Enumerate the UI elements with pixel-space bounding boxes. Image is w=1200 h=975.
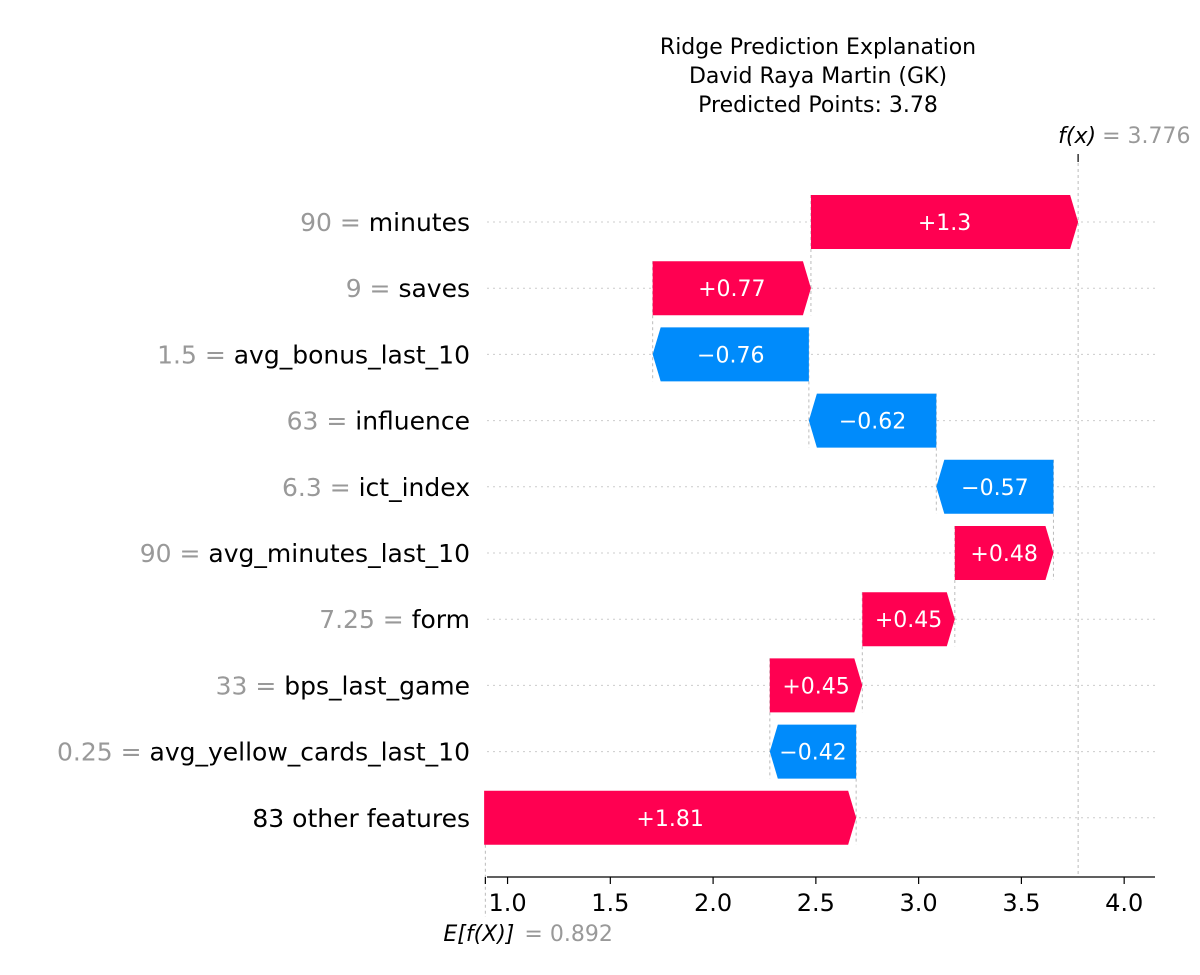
feature-label-0: 90 = minutes <box>300 208 470 237</box>
feature-value-2: 1.5 = <box>157 340 234 369</box>
x-tick-label-0: 1.0 <box>488 889 526 917</box>
feature-value-0: 90 = <box>300 208 369 237</box>
x-axis: f(x) = 3.776 1.0 1.5 2.0 2.5 3.0 3.5 4.0 E[f(X)] =… <box>443 124 1190 947</box>
feature-name-8: avg_yellow_cards_last_10 <box>150 738 471 767</box>
bar-4 <box>936 459 1054 514</box>
title-line-2: Predicted Points: 3.78 <box>698 93 938 118</box>
output-label-name: f(x) <box>1058 124 1096 149</box>
feature-value-5: 90 = <box>140 539 209 568</box>
feature-value-7: 33 = <box>216 671 285 700</box>
base-label: E[f(X)] = 0.892 <box>443 922 612 947</box>
feature-value-8: 0.25 = <box>57 738 150 767</box>
feature-name-5: avg_minutes_last_10 <box>208 539 470 568</box>
feature-name-6: form <box>412 605 470 634</box>
feature-name-4: ict_index <box>359 473 470 502</box>
feature-label-3: 63 = influence <box>287 407 470 436</box>
feature-label-9: 83 other features <box>252 804 470 833</box>
x-tick-label-5: 3.5 <box>1002 889 1040 917</box>
x-tick-label-4: 3.0 <box>900 889 938 917</box>
bar-1 <box>652 261 811 316</box>
feature-name-0: minutes <box>369 208 470 237</box>
feature-label-5: 90 = avg_minutes_last_10 <box>140 539 470 568</box>
output-label: f(x) = 3.776 <box>1058 124 1190 149</box>
bar-label-9: +1.81 <box>636 807 703 832</box>
bar-label-5: +0.48 <box>970 542 1037 567</box>
feature-value-4: 6.3 = <box>282 473 359 502</box>
feature-label-2: 1.5 = avg_bonus_last_10 <box>157 340 470 369</box>
title-line-0: Ridge Prediction Explanation <box>660 35 976 60</box>
base-value: = 0.892 <box>524 922 612 947</box>
feature-name-9: 83 other features <box>252 804 470 833</box>
bar-9 <box>484 790 857 845</box>
feature-label-1: 9 = saves <box>346 274 470 303</box>
feature-label-6: 7.25 = form <box>319 605 470 634</box>
bar-label-1: +0.77 <box>698 277 765 302</box>
bar-2 <box>652 327 809 382</box>
feature-name-2: avg_bonus_last_10 <box>234 340 470 369</box>
bar-label-6: +0.45 <box>875 608 942 633</box>
base-label-name: E[f(X)] <box>443 922 514 947</box>
feature-name-7: bps_last_game <box>284 671 470 700</box>
feature-label-7: 33 = bps_last_game <box>216 671 470 700</box>
bar-7 <box>769 658 863 713</box>
output-value: = 3.776 <box>1102 124 1190 149</box>
feature-label-8: 0.25 = avg_yellow_cards_last_10 <box>57 738 470 767</box>
feature-name-1: saves <box>398 274 470 303</box>
x-tick-label-1: 1.5 <box>591 889 629 917</box>
bar-5 <box>954 526 1054 580</box>
bar-label-8: −0.42 <box>779 741 846 766</box>
bar-3 <box>808 393 937 448</box>
bar-label-3: −0.62 <box>839 410 906 435</box>
contribution-bars: +1.3 +0.77 −0.76 −0.62 −0.57 +0.48 +0.45 +0.45 −… <box>484 195 1079 845</box>
feature-label-4: 6.3 = ict_index <box>282 473 470 502</box>
bar-label-2: −0.76 <box>697 343 764 368</box>
x-tick-label-6: 4.0 <box>1105 889 1143 917</box>
bar-label-7: +0.45 <box>782 674 849 699</box>
bar-label-0: +1.3 <box>918 211 971 236</box>
feature-name-3: influence <box>355 407 470 436</box>
feature-value-3: 63 = <box>287 407 356 436</box>
chart-title: Ridge Prediction Explanation David Raya M… <box>660 35 976 118</box>
x-tick-label-3: 2.5 <box>797 889 835 917</box>
x-tick-label-2: 2.0 <box>694 889 732 917</box>
feature-labels: 90 = minutes 9 = saves 1.5 = avg_bonus_las… <box>57 208 470 833</box>
bar-8 <box>769 724 857 779</box>
feature-value-6: 7.25 = <box>319 605 412 634</box>
bar-label-4: −0.57 <box>961 476 1028 501</box>
feature-value-1: 9 = <box>346 274 399 303</box>
bar-0 <box>810 195 1079 249</box>
title-line-1: David Raya Martin (GK) <box>689 64 947 89</box>
bar-6 <box>862 592 955 647</box>
